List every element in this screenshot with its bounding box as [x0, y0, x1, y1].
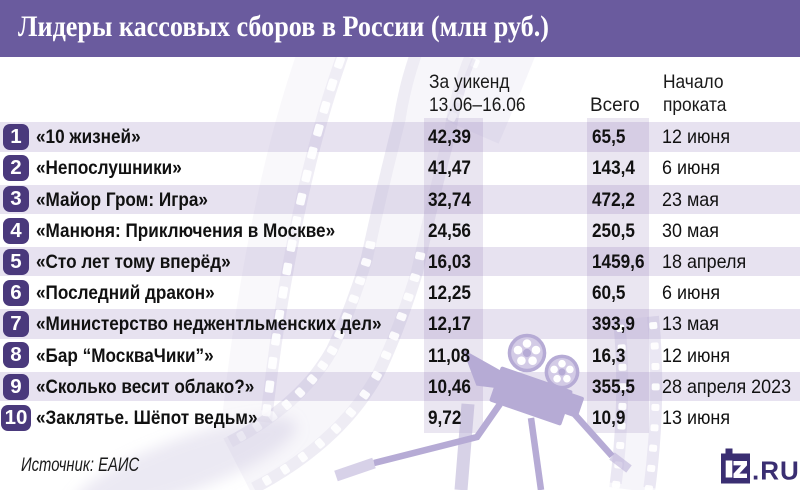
svg-text:.RU: .RU — [752, 456, 800, 486]
